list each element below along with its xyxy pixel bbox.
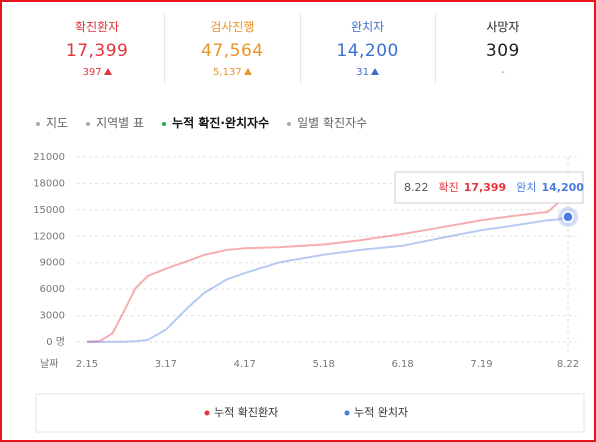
hover-point [562,211,574,223]
x-axis-label: 날짜 [40,358,58,370]
tab[interactable]: 누적 확진·완치자수 [162,114,269,131]
tooltip: 8.22 확진 17,399 완치 14,200 [404,181,584,194]
stat-change: - [436,67,570,78]
y-tick-label: 0 명 [46,336,65,348]
x-tick-label: 3.17 [155,359,177,370]
stat: 사망자 309 - [434,14,570,84]
stat: 검사진행 47,564 5,137 [164,14,299,84]
legend-label: 누적 완치자 [354,406,408,419]
x-tick-label: 7.19 [470,359,492,370]
stat-change: 31 [301,67,435,78]
x-tick-label: 6.18 [391,359,413,370]
stat-change: 397 [30,67,164,78]
y-tick-label: 15000 [33,205,65,216]
y-tick-label: 6000 [40,284,65,295]
tab[interactable]: 지역별 표 [86,114,144,131]
stat-value: 14,200 [336,41,399,61]
legend-dot [344,410,350,416]
stat-value: 17,399 [65,41,129,61]
tooltip-text: 8.22 [404,181,429,194]
tab-label: 누적 확진·완치자수 [172,116,270,130]
y-tick-label: 12000 [33,231,65,242]
stat-value: 309 [485,41,520,61]
stat-change: 5,137 [165,67,299,78]
legend-box [35,393,585,433]
tabs: 지도 지역별 표 누적 확진·완치자수 일별 확진자수 [36,114,367,131]
x-tick-label: 8.22 [557,359,579,370]
tooltip-text: 확진 [439,181,459,194]
tooltip-text: 17,399 [464,181,506,194]
y-tick-label: 21000 [33,152,65,163]
stat-value: 47,564 [201,41,264,61]
stat-label: 검사진행 [210,20,255,34]
stat-label: 사망자 [486,20,520,34]
legend-dot [204,410,210,416]
tooltip-box [394,171,584,204]
x-tick-label: 4.17 [234,359,256,370]
legend-label: 누적 확진환자 [214,406,278,419]
stat-label: 완치자 [351,20,385,34]
change-text: 5,137 [213,67,242,78]
y-tick-label: 18000 [33,178,65,189]
tooltip-text: 14,200 [541,181,584,194]
series-line [86,188,569,343]
x-tick-label: 2.15 [76,359,98,370]
change-text: 31 [356,67,369,78]
stat: 확진환자 17,399 397 [30,14,164,84]
tab-label: 일별 확진자수 [297,116,368,130]
y-tick-label: 3000 [40,311,65,322]
stat: 완치자 14,200 31 [299,14,435,84]
y-tick-label: 9000 [40,258,65,269]
stat-label: 확진환자 [75,20,120,34]
change-text: - [501,67,505,78]
tab[interactable]: 지도 [36,114,68,131]
tooltip-text: 완치 [516,181,536,194]
series-line [87,215,569,343]
stats: 확진환자 17,399 397 검사진행 47,564 5,137 완치자 14,200 3… [30,14,570,84]
tab[interactable]: 일별 확진자수 [287,114,367,131]
change-text: 397 [82,67,102,78]
tab-label: 지역별 표 [96,116,145,130]
tab-label: 지도 [46,116,69,130]
x-tick-label: 5.18 [313,359,335,370]
